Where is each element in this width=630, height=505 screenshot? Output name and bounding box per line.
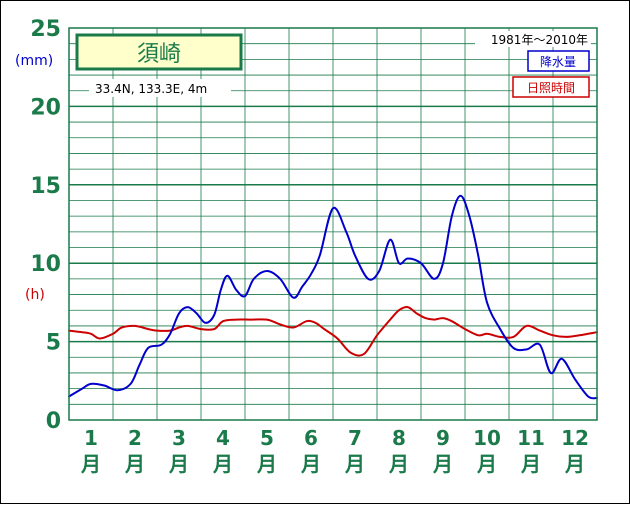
x-tick-number: 5: [260, 426, 274, 450]
x-tick-number: 9: [436, 426, 450, 450]
legend-sunshine-box: [512, 76, 590, 98]
y-tick-label: 0: [46, 409, 61, 434]
series-layer: [68, 194, 598, 400]
x-tick-month: 月: [476, 452, 497, 476]
x-tick-number: 3: [172, 426, 186, 450]
x-tick-month: 月: [344, 452, 365, 476]
y-tick-label: 10: [30, 252, 61, 277]
series-line-sunshine: [68, 306, 598, 357]
x-tick-number: 8: [392, 426, 406, 450]
x-tick-month: 月: [388, 452, 409, 476]
x-tick-month: 月: [564, 452, 585, 476]
x-tick-number: 4: [216, 426, 230, 450]
x-tick-number: 2: [128, 426, 142, 450]
x-tick-number: 12: [561, 426, 589, 450]
coordinates-bg: [89, 79, 231, 97]
y-tick-label: 20: [30, 95, 61, 120]
legend-sunshine-label: 日照時間: [527, 81, 575, 95]
x-tick-month: 月: [520, 452, 541, 476]
station-coordinates: 33.4N, 133.3E, 4m: [95, 82, 207, 96]
x-tick-month: 月: [124, 452, 145, 476]
sunshine-unit-label: (h): [25, 287, 45, 303]
grid: [69, 28, 597, 420]
legend-precip-box: [527, 50, 590, 72]
series-line-precipitation: [68, 194, 598, 400]
legend-precip-label: 降水量: [540, 55, 576, 69]
x-tick-number: 6: [304, 426, 318, 450]
x-tick-number: 1: [84, 426, 98, 450]
precip-unit-label: (mm): [15, 53, 53, 69]
plot-border: [68, 27, 598, 421]
station-title: 須崎: [137, 42, 181, 67]
y-tick-labels: 0 5 10 15 20 25: [30, 17, 61, 434]
x-tick-month: 月: [300, 452, 321, 476]
x-tick-number: 10: [473, 426, 501, 450]
period-label: 1981年〜2010年: [491, 33, 588, 47]
x-tick-month: 月: [212, 452, 233, 476]
x-tick-number: 7: [348, 426, 362, 450]
y-tick-label: 25: [30, 17, 61, 42]
y-tick-label: 5: [46, 331, 61, 356]
y-tick-label: 15: [30, 174, 61, 199]
x-tick-month: 月: [432, 452, 453, 476]
x-tick-month: 月: [168, 452, 189, 476]
period-bg: [475, 31, 591, 47]
x-tick-number: 11: [517, 426, 545, 450]
station-title-box: [75, 33, 243, 71]
x-tick-month: 月: [256, 452, 277, 476]
x-tick-month: 月: [80, 452, 101, 476]
